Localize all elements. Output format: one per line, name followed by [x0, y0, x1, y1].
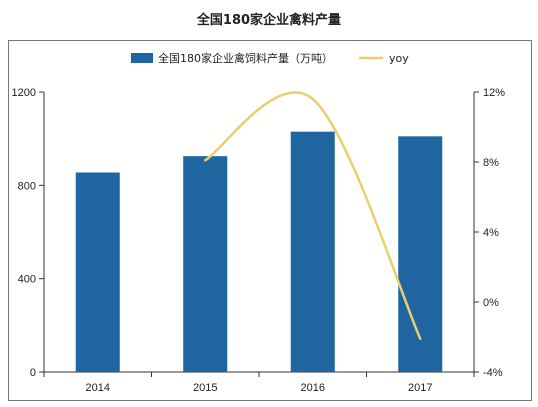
bar: [183, 156, 228, 372]
right-tick-label: 12%: [483, 87, 505, 99]
x-tick-label: 2015: [193, 382, 217, 394]
legend-bar-swatch: [131, 53, 153, 63]
x-tick-label: 2014: [86, 382, 110, 394]
bar: [75, 172, 120, 372]
right-tick-label: -4%: [483, 367, 503, 379]
x-tick-label: 2017: [408, 382, 432, 394]
right-tick-label: 4%: [483, 227, 499, 239]
x-tick-label: 2016: [301, 382, 325, 394]
left-tick-label: 400: [18, 274, 36, 286]
right-tick-label: 8%: [483, 157, 499, 169]
left-tick-label: 800: [18, 180, 36, 192]
bar: [398, 136, 443, 372]
bar: [290, 131, 335, 372]
right-tick-label: 0%: [483, 297, 499, 309]
chart-title: 全国180家企业禽料产量: [196, 13, 342, 28]
left-tick-label: 1200: [12, 87, 36, 99]
left-tick-label: 0: [30, 367, 36, 379]
yoy-line: [204, 91, 422, 340]
legend-line-label: yoy: [389, 52, 409, 65]
chart-frame: [8, 40, 532, 401]
legend-bar-label: 全国180家企业禽饲料产量（万吨）: [158, 51, 333, 65]
